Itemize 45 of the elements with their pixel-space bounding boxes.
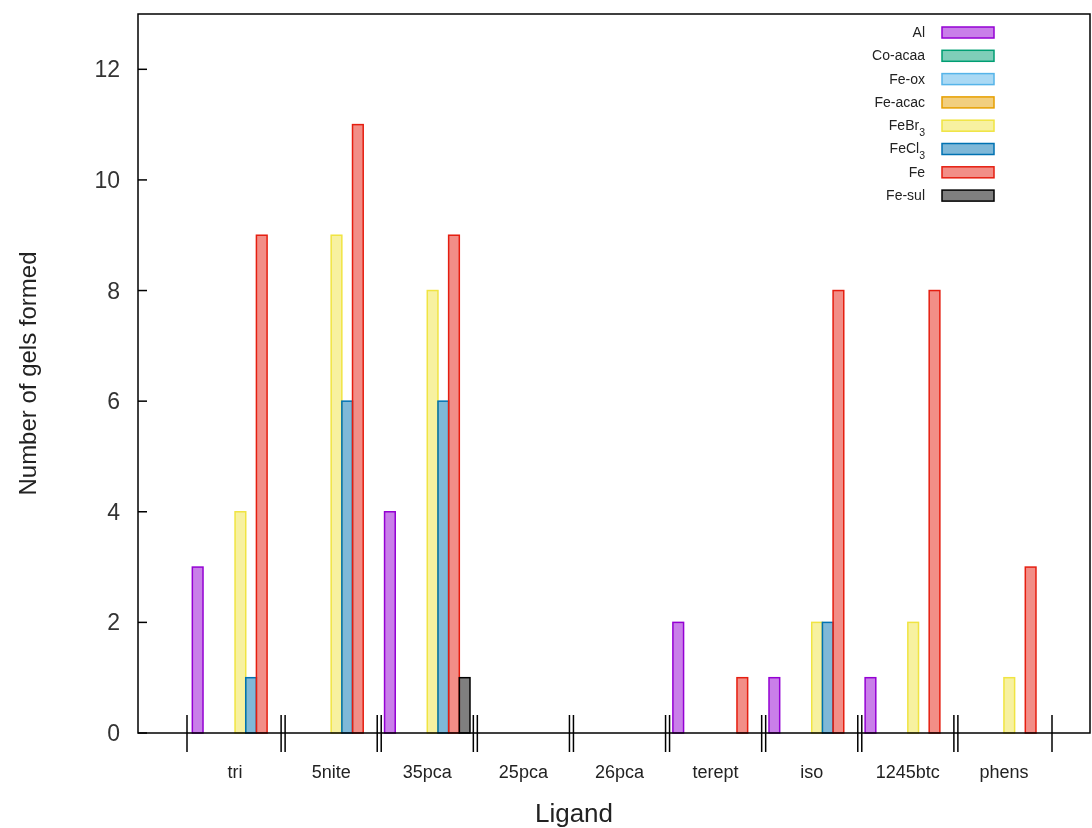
- bar: [907, 621, 920, 734]
- x-tick-label: tri: [227, 762, 243, 782]
- x-tick-label: iso: [800, 762, 824, 782]
- bar: [832, 289, 845, 734]
- bar: [768, 676, 781, 734]
- bar: [341, 400, 354, 734]
- bar: [191, 566, 204, 734]
- bar: [383, 511, 396, 734]
- y-tick-label: 12: [94, 56, 120, 83]
- bar: [437, 400, 450, 734]
- bar: [447, 234, 461, 734]
- x-tick-label: 1245btc: [875, 762, 940, 782]
- legend-label: Co-acaa: [872, 47, 926, 64]
- legend-label: Fe-acac: [874, 93, 925, 110]
- bar: [351, 123, 364, 734]
- x-tick-label: 5nite: [311, 762, 351, 782]
- legend-label: Fe: [908, 163, 926, 180]
- x-tick-label: 26pca: [594, 762, 646, 782]
- bar: [255, 234, 268, 734]
- y-tick-label: 0: [107, 720, 120, 747]
- x-tick-label: terept: [692, 762, 739, 782]
- bar: [864, 676, 877, 734]
- legend-label: Fe-ox: [889, 70, 925, 87]
- legend-label: FeBr$_{3}$: [888, 117, 926, 139]
- x-tick-label: 25pca: [498, 762, 549, 782]
- bar: [1024, 566, 1037, 734]
- y-tick-label: 8: [107, 277, 120, 304]
- y-tick-label: 10: [94, 166, 120, 193]
- x-tick-label: phens: [979, 762, 1029, 782]
- legend-label: FeCl$_{3}$: [889, 140, 926, 162]
- bar: [1003, 676, 1016, 734]
- bar: [736, 676, 749, 734]
- y-tick-label: 6: [107, 388, 120, 415]
- y-tick-label: 4: [107, 498, 121, 525]
- bar: [330, 234, 343, 734]
- bar: [928, 289, 941, 734]
- y-tick-label: 2: [107, 609, 120, 636]
- x-axis-title: Ligand: [534, 798, 614, 828]
- bar: [234, 511, 247, 734]
- legend-label: Fe-sul: [886, 187, 925, 203]
- y-axis-title: Number of gels formed: [14, 251, 41, 496]
- x-tick-label: 35pca: [402, 762, 453, 782]
- bar: [458, 676, 471, 734]
- legend-label: Al: [912, 23, 925, 40]
- bar: [672, 621, 685, 734]
